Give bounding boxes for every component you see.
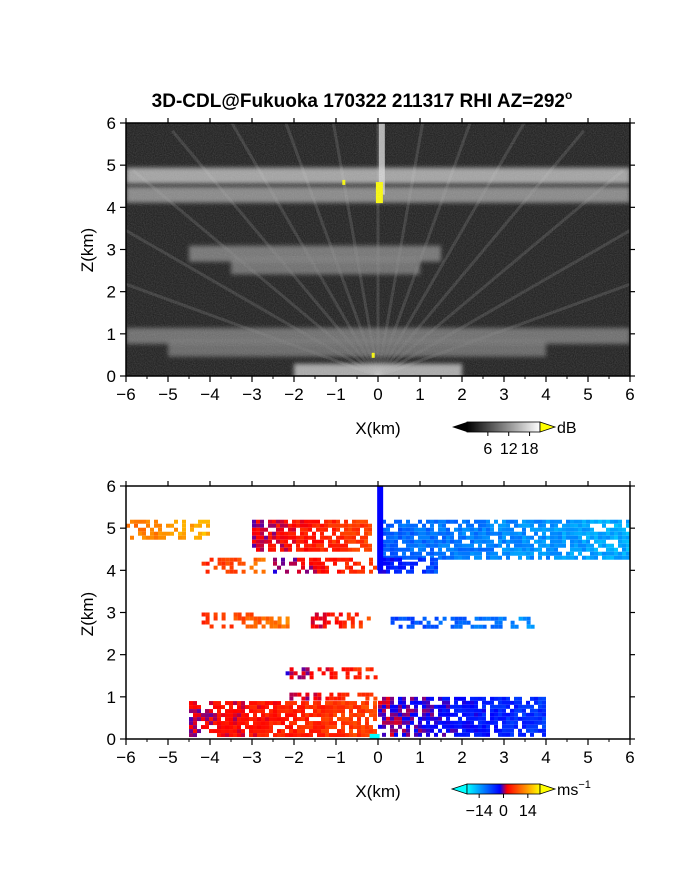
top-xtick-label: 5 (583, 385, 592, 404)
top-xtick-label: 0 (373, 385, 382, 404)
top-xtick-label: 2 (457, 385, 466, 404)
bottom-ytick-label: 0 (107, 730, 116, 749)
top-xtick-label: 1 (415, 385, 424, 404)
velocity-colorbar-unit: ms−1 (557, 779, 591, 799)
top-ytick-label: 0 (107, 367, 116, 386)
bottom-xtick-label: 4 (541, 748, 550, 767)
top-ytick-label: 5 (107, 156, 116, 175)
velocity-region (189, 701, 377, 738)
bottom-ytick-label: 3 (107, 604, 116, 623)
bottom-ytick-label: 6 (107, 477, 116, 496)
velocity-region (285, 667, 378, 680)
bottom-ytick-label: 5 (107, 519, 116, 538)
chart-title: 3D-CDL@Fukuoka 170322 211317 RHI AZ=292o (152, 88, 573, 112)
bottom-ytick-label: 2 (107, 646, 116, 665)
top-xtick-label: 3 (499, 385, 508, 404)
top-xlabel: X(km) (355, 419, 400, 438)
bottom-xlabel: X(km) (355, 782, 400, 801)
backscatter-colorbar-unit: dB (557, 420, 577, 437)
velocity-region (289, 692, 378, 701)
top-xtick-label: −6 (116, 385, 135, 404)
velocity-region (378, 519, 630, 560)
top-ytick-label: 4 (107, 198, 116, 217)
backscatter-colorbar-tick-label: 12 (500, 441, 518, 458)
bottom-xtick-label: −2 (284, 748, 303, 767)
velocity-colorbar: −14 0 14 ms−1 (450, 779, 591, 820)
velocity-colorbar-tick-label: 14 (519, 803, 537, 820)
bottom-xtick-label: 1 (415, 748, 424, 767)
bottom-xtick-label: 0 (373, 748, 382, 767)
velocity-region (201, 557, 266, 574)
bottom-xtick-label: −6 (116, 748, 135, 767)
bottom-xtick-label: 6 (625, 748, 634, 767)
backscatter-colorbar: 6 12 18 dB (452, 420, 577, 458)
velocity-region (273, 557, 377, 574)
top-ytick-label: 6 (107, 114, 116, 133)
velocity-region (378, 696, 546, 737)
bottom-xtick-label: −5 (158, 748, 177, 767)
bottom-xtick-label: 2 (457, 748, 466, 767)
bottom-xtick-label: −4 (200, 748, 219, 767)
top-xtick-label: 6 (625, 385, 634, 404)
bottom-ylabel: Z(km) (78, 592, 97, 636)
top-xtick-label: −1 (326, 385, 345, 404)
bottom-xtick-label: −3 (242, 748, 261, 767)
backscatter-colorbar-tick-label: 18 (521, 441, 539, 458)
top-xtick-label: −3 (242, 385, 261, 404)
velocity-region (390, 616, 535, 629)
vertical-beam-velocity (377, 486, 384, 571)
top-ytick-label: 1 (107, 325, 116, 344)
backscatter-colorbar-tick-label: 6 (483, 441, 492, 458)
top-xtick-label: −4 (200, 385, 219, 404)
near-ground-echo (369, 733, 380, 739)
bottom-xtick-label: −1 (326, 748, 345, 767)
velocity-region (378, 557, 438, 574)
top-xtick-label: −5 (158, 385, 177, 404)
top-xtick-label: 4 (541, 385, 550, 404)
velocity-colorbar-tick-label: 0 (499, 803, 508, 820)
bottom-ytick-label: 1 (107, 688, 116, 707)
bottom-xtick-label: 3 (499, 748, 508, 767)
bottom-xtick-label: 5 (583, 748, 592, 767)
top-ytick-label: 2 (107, 283, 116, 302)
velocity-region (310, 612, 371, 629)
velocity-region (252, 519, 372, 552)
velocity-region (126, 519, 210, 540)
top-ytick-label: 3 (107, 241, 116, 260)
top-xtick-label: −2 (284, 385, 303, 404)
velocity-colorbar-tick-label: −14 (466, 803, 493, 820)
bottom-ytick-label: 4 (107, 561, 116, 580)
top-ylabel: Z(km) (78, 228, 97, 272)
velocity-region (201, 612, 290, 629)
